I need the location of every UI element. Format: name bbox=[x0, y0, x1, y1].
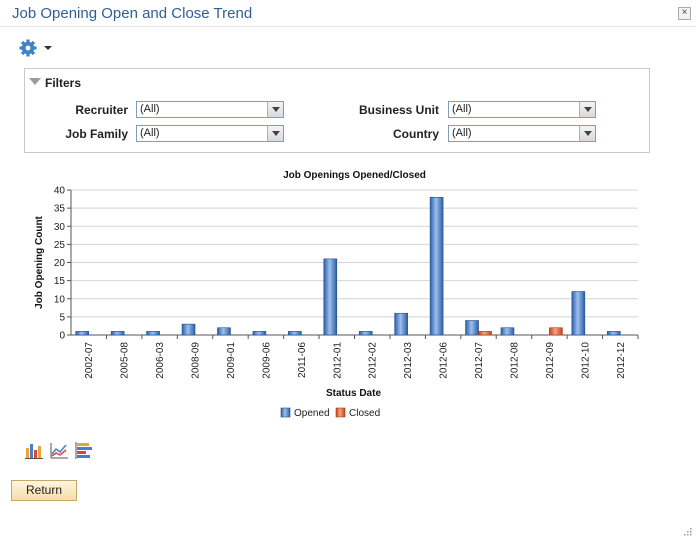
x-tick-label: 2006-03 bbox=[155, 342, 166, 379]
job-family-label: Job Family bbox=[65, 127, 128, 141]
chart-container: Job Openings Opened/Closed 0 5 10 15 20 25 30 35… bbox=[0, 165, 696, 425]
x-axis-label: Status Date bbox=[326, 388, 381, 399]
x-tick-label: 2008-09 bbox=[191, 342, 202, 379]
bar-opened-2012-12 bbox=[606, 331, 621, 336]
recruiter-value: (All) bbox=[140, 103, 160, 115]
y-axis-label: Job Opening Count bbox=[34, 215, 45, 308]
title-bar: Job Opening Open and Close Trend × bbox=[0, 0, 696, 27]
country-select[interactable]: (All) bbox=[448, 125, 596, 142]
legend-label-closed: Closed bbox=[349, 408, 380, 419]
bar-opened-2011-06 bbox=[288, 331, 302, 336]
actions-menu-button[interactable] bbox=[19, 38, 52, 58]
recruiter-select[interactable]: (All) bbox=[136, 101, 284, 118]
job-family-select[interactable]: (All) bbox=[136, 125, 284, 142]
y-tick-label: 10 bbox=[54, 294, 66, 305]
bar-opened-2012-10 bbox=[571, 291, 586, 336]
chevron-down-icon bbox=[267, 102, 283, 117]
close-button[interactable]: × bbox=[678, 7, 691, 20]
filters-heading: Filters bbox=[45, 76, 82, 90]
horizontal-bar-chart-icon[interactable] bbox=[75, 442, 93, 459]
line-chart-icon[interactable] bbox=[50, 442, 68, 459]
y-tick-label: 35 bbox=[54, 204, 66, 215]
bar-opened-2012-03 bbox=[394, 312, 408, 336]
bar-opened-2005-08 bbox=[110, 331, 125, 336]
x-tick-label: 2012-08 bbox=[509, 342, 520, 379]
chevron-down-icon bbox=[579, 102, 595, 117]
y-tick-label: 40 bbox=[54, 186, 66, 197]
y-tick-label: 30 bbox=[54, 222, 66, 233]
bar-chart-icon[interactable] bbox=[25, 442, 43, 459]
bar-opened-2012-06 bbox=[429, 196, 444, 336]
x-tick-label: 2012-09 bbox=[545, 342, 556, 379]
dropdown-caret-icon bbox=[44, 46, 52, 50]
x-tick-label: 2012-06 bbox=[439, 342, 450, 379]
legend-label-opened: Opened bbox=[294, 408, 330, 419]
country-label: Country bbox=[393, 127, 439, 141]
bar-opened-2002-07 bbox=[75, 331, 90, 336]
y-tick-label: 25 bbox=[54, 240, 66, 251]
bar-opened-2009-06 bbox=[252, 331, 267, 336]
bar-opened-2006-03 bbox=[146, 331, 160, 336]
bar-opened-2012-08 bbox=[500, 327, 515, 336]
x-tick-label: 2012-02 bbox=[368, 342, 379, 379]
page-title: Job Opening Open and Close Trend bbox=[12, 5, 253, 22]
collapse-triangle-icon bbox=[29, 78, 41, 85]
bar-opened-2012-07 bbox=[465, 320, 479, 336]
chevron-down-icon bbox=[579, 126, 595, 141]
bar-closed-2012-09 bbox=[549, 327, 563, 336]
x-tick-label: 2009-01 bbox=[226, 342, 237, 379]
legend-swatch-closed bbox=[335, 407, 346, 418]
x-tick-label: 2002-07 bbox=[84, 342, 95, 379]
bar-opened-2008-09 bbox=[181, 323, 196, 336]
x-tick-label: 2011-06 bbox=[297, 342, 308, 378]
recruiter-label: Recruiter bbox=[75, 103, 128, 117]
job-openings-chart: Job Openings Opened/Closed 0 5 10 15 20 25 30 35… bbox=[34, 170, 639, 419]
x-tick-label: 2005-08 bbox=[120, 342, 131, 379]
x-tick-label: 2012-10 bbox=[580, 342, 591, 379]
y-tick-label: 5 bbox=[59, 312, 65, 323]
bar-opened-2012-01 bbox=[323, 258, 338, 336]
business-unit-select[interactable]: (All) bbox=[448, 101, 596, 118]
bar-opened-2009-01 bbox=[217, 327, 231, 336]
x-tick-label: 2012-07 bbox=[474, 342, 485, 379]
legend-swatch-opened bbox=[280, 407, 291, 418]
filters-toggle[interactable]: Filters bbox=[29, 76, 81, 90]
x-tick-label: 2012-12 bbox=[616, 342, 627, 379]
y-tick-label: 15 bbox=[54, 276, 66, 287]
resize-grip-icon[interactable] bbox=[682, 526, 692, 536]
x-tick-label: 2009-06 bbox=[261, 342, 272, 379]
business-unit-value: (All) bbox=[452, 103, 472, 115]
chart-title: Job Openings Opened/Closed bbox=[283, 170, 426, 181]
x-tick-label: 2012-03 bbox=[403, 342, 414, 379]
chevron-down-icon bbox=[267, 126, 283, 141]
filters-panel: Filters Recruiter (All) Job Family (All)… bbox=[24, 68, 650, 153]
business-unit-label: Business Unit bbox=[358, 103, 439, 117]
gear-icon bbox=[19, 39, 52, 57]
y-tick-label: 20 bbox=[54, 258, 66, 269]
y-tick-label: 0 bbox=[59, 331, 65, 342]
return-button[interactable]: Return bbox=[11, 480, 77, 501]
bar-opened-2012-02 bbox=[358, 331, 373, 336]
bar-closed-2012-07 bbox=[478, 331, 492, 336]
job-family-value: (All) bbox=[140, 127, 160, 139]
country-value: (All) bbox=[452, 127, 472, 139]
x-tick-label: 2012-01 bbox=[332, 342, 343, 379]
